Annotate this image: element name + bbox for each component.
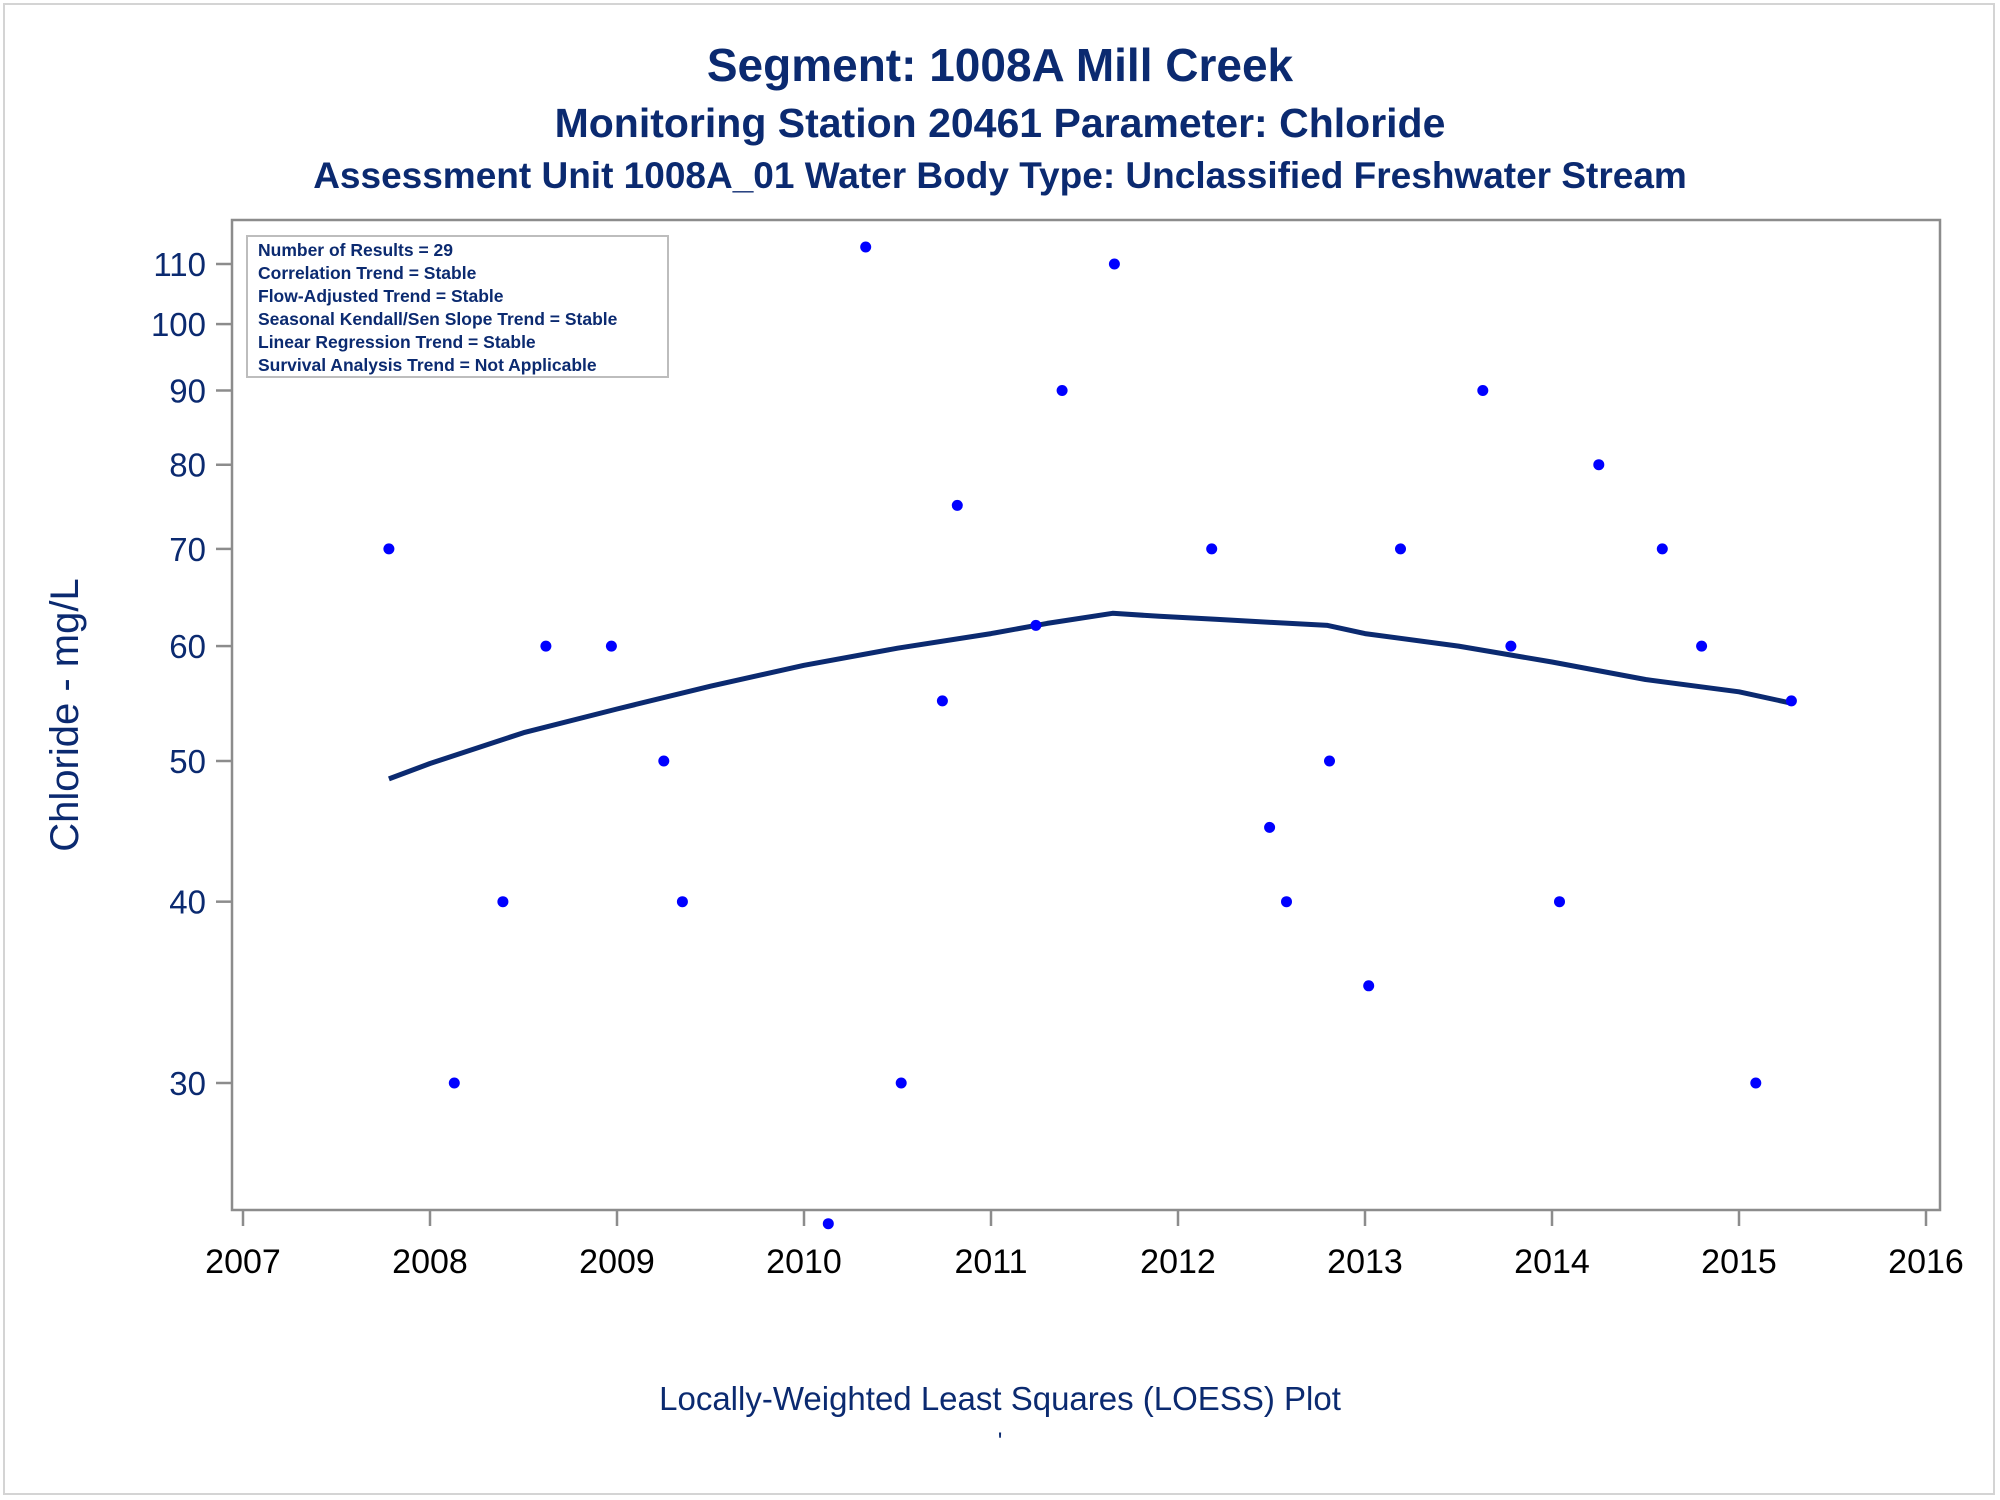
data-point xyxy=(605,640,617,652)
data-point xyxy=(1656,543,1668,555)
stats-box-line: Flow-Adjusted Trend = Stable xyxy=(258,286,504,306)
data-point xyxy=(1264,821,1276,833)
stats-box-line: Seasonal Kendall/Sen Slope Trend = Stabl… xyxy=(258,309,618,329)
y-tick-label: 30 xyxy=(169,1065,206,1102)
y-tick-label: 70 xyxy=(169,531,206,568)
x-tick-label: 2013 xyxy=(1327,1243,1403,1281)
data-point xyxy=(822,1218,834,1230)
data-point xyxy=(1696,640,1708,652)
y-tick-label: 100 xyxy=(151,306,206,343)
data-point xyxy=(1206,543,1218,555)
series-layer xyxy=(383,241,1797,1230)
y-axis: 30 40 50 60 70 80 90 100 110 xyxy=(151,246,232,1102)
loess-line xyxy=(388,610,1792,782)
y-tick-label: 90 xyxy=(169,372,206,409)
y-tick-label: 40 xyxy=(169,884,206,921)
data-point xyxy=(1108,258,1120,270)
data-point xyxy=(448,1077,460,1089)
data-point xyxy=(1395,543,1406,555)
data-point xyxy=(1056,385,1068,396)
data-point xyxy=(497,896,509,908)
data-point xyxy=(1505,640,1517,652)
data-point xyxy=(1554,896,1565,908)
y-axis-label: Chloride - mg/L xyxy=(43,578,87,851)
y-tick-label: 50 xyxy=(169,743,206,780)
data-point xyxy=(1324,755,1335,767)
chart-title: Segment: 1008A Mill Creek xyxy=(706,39,1294,91)
chart-subtitle-assessment: Assessment Unit 1008A_01 Water Body Type… xyxy=(313,155,1687,196)
footnote-mark: ' xyxy=(997,1428,1003,1455)
plot-area xyxy=(230,218,1942,1212)
data-point xyxy=(540,640,552,652)
x-tick-label: 2009 xyxy=(579,1243,655,1281)
stats-box-line: Linear Regression Trend = Stable xyxy=(258,332,536,352)
chart-subtitle-station: Monitoring Station 20461 Parameter: Chlo… xyxy=(554,100,1446,146)
data-point xyxy=(1281,896,1292,908)
footnote-loess: Locally-Weighted Least Squares (LOESS) P… xyxy=(659,1380,1341,1417)
data-point xyxy=(383,543,395,555)
data-point xyxy=(1593,459,1605,471)
data-point xyxy=(936,695,948,707)
data-point xyxy=(895,1077,907,1089)
x-tick-label: 2011 xyxy=(954,1243,1027,1281)
x-tick-label: 2015 xyxy=(1701,1243,1777,1281)
data-point xyxy=(1030,619,1042,631)
stats-box-line: Survival Analysis Trend = Not Applicable xyxy=(258,355,597,375)
y-tick-label: 60 xyxy=(169,628,206,665)
x-tick-label: 2014 xyxy=(1514,1243,1590,1281)
x-axis: 2007 2008 2009 2010 2011 2012 2013 2014 2015 2016 xyxy=(205,1210,1964,1281)
y-tick-label: 80 xyxy=(169,447,206,484)
stats-box: Number of Results = 29 Correlation Trend … xyxy=(246,235,669,378)
stats-box-line: Number of Results = 29 xyxy=(258,240,453,260)
data-point xyxy=(951,499,963,511)
stats-box-border xyxy=(246,235,669,378)
data-point xyxy=(860,241,872,253)
x-tick-label: 2012 xyxy=(1140,1243,1216,1281)
data-point xyxy=(1477,385,1489,396)
data-point xyxy=(1785,695,1797,707)
data-point xyxy=(658,755,670,767)
x-tick-label: 2010 xyxy=(766,1243,842,1281)
x-tick-label: 2007 xyxy=(205,1243,281,1281)
stats-box-line: Correlation Trend = Stable xyxy=(258,263,477,283)
x-tick-label: 2008 xyxy=(392,1243,468,1281)
x-tick-label: 2016 xyxy=(1888,1243,1964,1281)
y-tick-label: 110 xyxy=(153,246,206,283)
data-point xyxy=(1750,1077,1762,1089)
data-point xyxy=(676,896,688,908)
data-point xyxy=(1363,980,1375,992)
